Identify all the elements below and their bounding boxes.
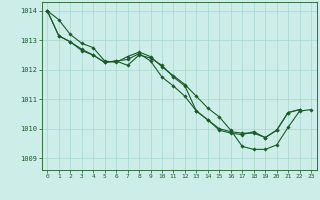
Text: Graphe pression niveau de la mer (hPa): Graphe pression niveau de la mer (hPa) bbox=[58, 184, 262, 193]
